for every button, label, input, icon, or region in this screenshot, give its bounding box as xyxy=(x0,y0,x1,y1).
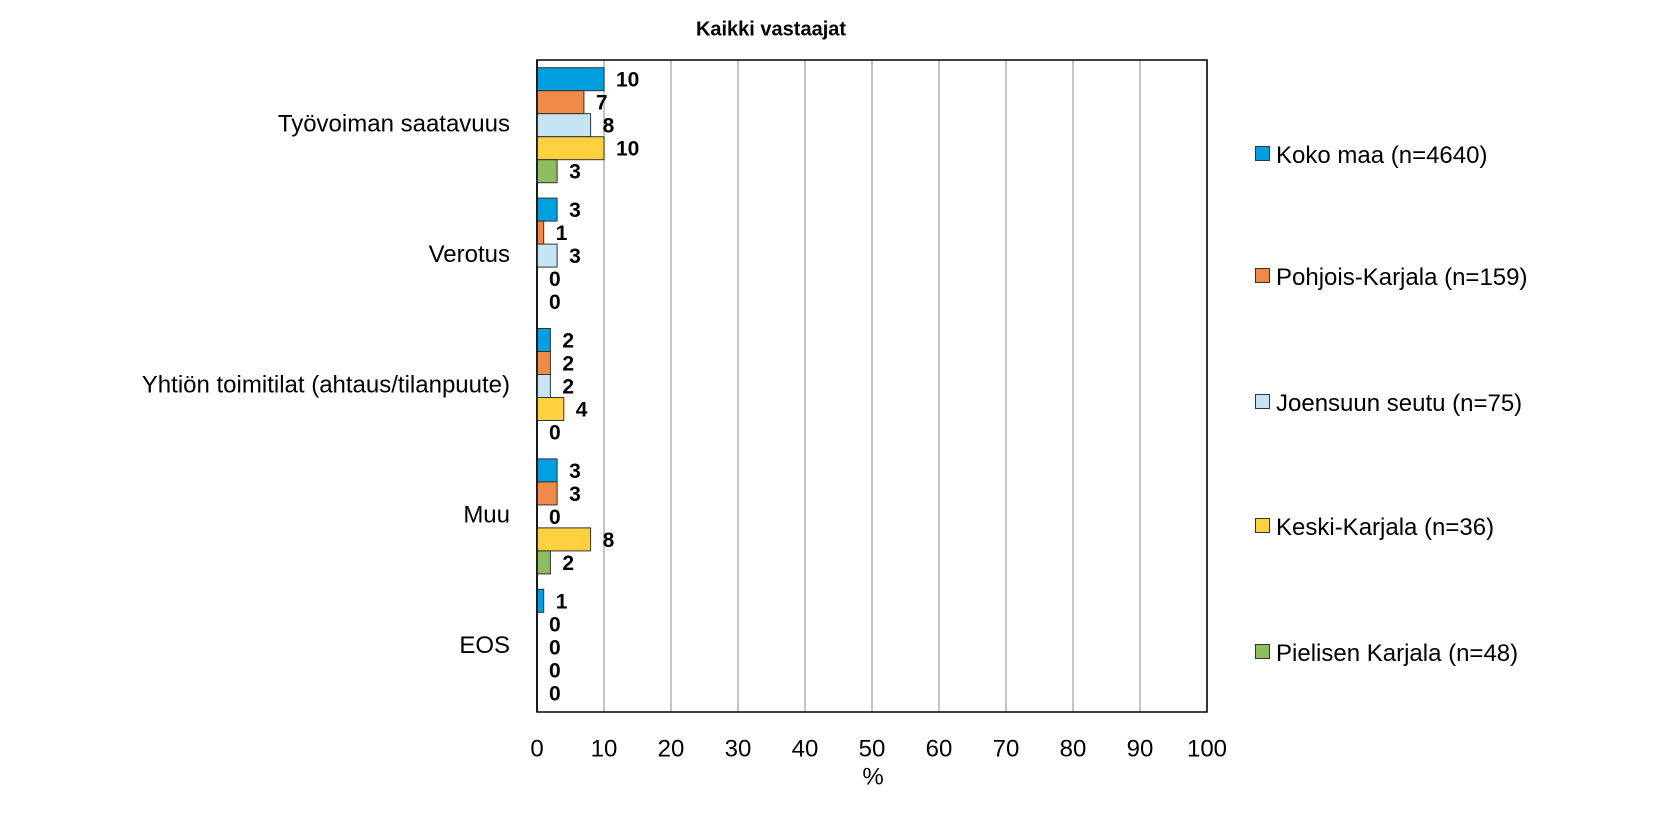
bar xyxy=(536,481,558,506)
legend-swatch xyxy=(1255,644,1270,659)
data-label: 7 xyxy=(596,92,608,115)
data-label: 1 xyxy=(556,222,568,245)
x-axis-label: % xyxy=(862,763,883,790)
data-label: 0 xyxy=(549,613,561,636)
data-label: 4 xyxy=(576,399,588,422)
bar xyxy=(536,197,558,222)
legend-swatch xyxy=(1255,268,1270,283)
data-label: 2 xyxy=(562,376,574,399)
data-label: 3 xyxy=(569,245,581,268)
x-tick-label: 20 xyxy=(658,735,685,762)
legend-label: Koko maa (n=4640) xyxy=(1276,142,1488,169)
y-tick-label: Yhtiön toimitilat (ahtaus/tilanpuute) xyxy=(142,371,510,398)
legend-item: Joensuun seutu (n=75) xyxy=(1255,388,1655,419)
legend-label: Keski-Karjala (n=36) xyxy=(1276,514,1495,541)
bar xyxy=(536,550,551,575)
data-label: 8 xyxy=(603,529,615,552)
legend-label: Joensuun seutu (n=75) xyxy=(1276,390,1523,417)
data-label: 0 xyxy=(549,506,561,529)
y-tick-label: Muu xyxy=(463,502,510,529)
data-label: 3 xyxy=(569,161,581,184)
data-label: 1 xyxy=(556,590,568,613)
bar xyxy=(536,159,558,184)
legend-swatch xyxy=(1255,146,1270,161)
data-label: 2 xyxy=(562,353,574,376)
bar xyxy=(536,397,565,421)
x-tick-label: 90 xyxy=(1127,735,1154,762)
bar xyxy=(536,243,558,268)
bar xyxy=(536,374,551,398)
legend-item: Pohjois-Karjala (n=159) xyxy=(1255,262,1655,293)
legend-swatch xyxy=(1255,394,1270,409)
data-label: 2 xyxy=(562,552,574,575)
x-tick-label: 40 xyxy=(792,735,819,762)
bar xyxy=(536,67,605,92)
bar xyxy=(536,351,551,375)
data-label: 3 xyxy=(569,460,581,483)
legend-label: Pielisen Karjala (n=48) xyxy=(1276,640,1519,667)
data-label: 2 xyxy=(562,330,574,353)
data-label: 10 xyxy=(616,69,639,92)
x-tick-label: 100 xyxy=(1187,735,1227,762)
data-label: 0 xyxy=(549,422,561,445)
bar xyxy=(536,113,592,138)
bar xyxy=(536,588,545,613)
bar xyxy=(536,458,558,483)
bar xyxy=(536,328,551,352)
x-tick-label: 30 xyxy=(725,735,752,762)
y-tick-label: Työvoiman saatavuus xyxy=(278,111,510,138)
y-tick-label: Verotus xyxy=(429,241,510,268)
x-tick-label: 80 xyxy=(1060,735,1087,762)
bar xyxy=(536,220,545,245)
legend-item: Koko maa (n=4640) xyxy=(1255,140,1655,171)
x-tick-label: 70 xyxy=(993,735,1020,762)
data-label: 3 xyxy=(569,199,581,222)
data-label: 0 xyxy=(549,659,561,682)
data-label: 10 xyxy=(616,138,639,161)
y-tick-label: EOS xyxy=(459,632,510,659)
legend-label: Pohjois-Karjala (n=159) xyxy=(1276,264,1528,291)
chart-title: Kaikki vastaajat xyxy=(696,18,846,40)
data-label: 8 xyxy=(603,115,615,138)
x-tick-label: 50 xyxy=(859,735,886,762)
bar xyxy=(536,136,605,161)
legend-item: Keski-Karjala (n=36) xyxy=(1255,512,1655,543)
data-label: 0 xyxy=(549,268,561,291)
x-tick-label: 10 xyxy=(591,735,618,762)
data-label: 3 xyxy=(569,483,581,506)
data-label: 0 xyxy=(549,291,561,314)
legend-swatch xyxy=(1255,518,1270,533)
legend-item: Pielisen Karjala (n=48) xyxy=(1255,638,1655,669)
x-tick-label: 60 xyxy=(926,735,953,762)
x-tick-label: 0 xyxy=(530,735,543,762)
data-label: 0 xyxy=(549,682,561,705)
bar xyxy=(536,527,592,552)
data-label: 0 xyxy=(549,636,561,659)
bar xyxy=(536,90,585,115)
